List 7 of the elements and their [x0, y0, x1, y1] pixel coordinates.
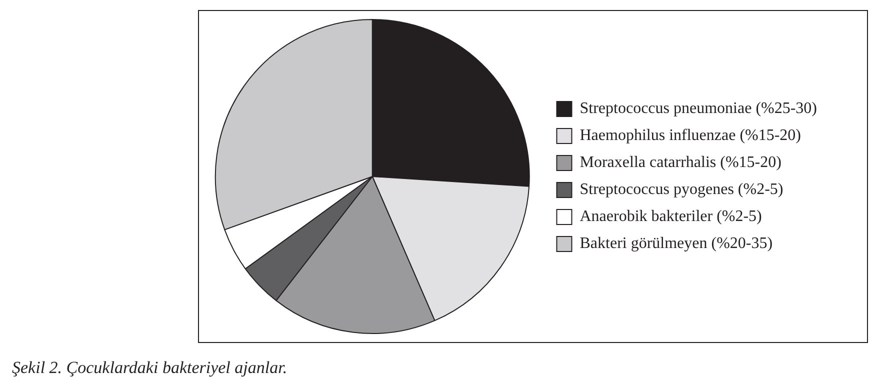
legend-label: Haemophilus influenzae (%15-20): [580, 127, 802, 144]
legend-label: Anaerobik bakteriler (%2-5): [580, 208, 762, 226]
legend-label: Bakteri görülmeyen (%20-35): [580, 235, 773, 252]
legend-label: Streptococcus pneumoniae (%25-30): [580, 100, 818, 118]
legend-label: Streptococcus pyogenes (%2-5): [580, 181, 784, 198]
legend-label: Moraxella catarrhalis (%15-20): [580, 154, 782, 172]
text: Şekil 2. Çocuklardaki bakteriyel ajanlar.: [12, 358, 288, 378]
